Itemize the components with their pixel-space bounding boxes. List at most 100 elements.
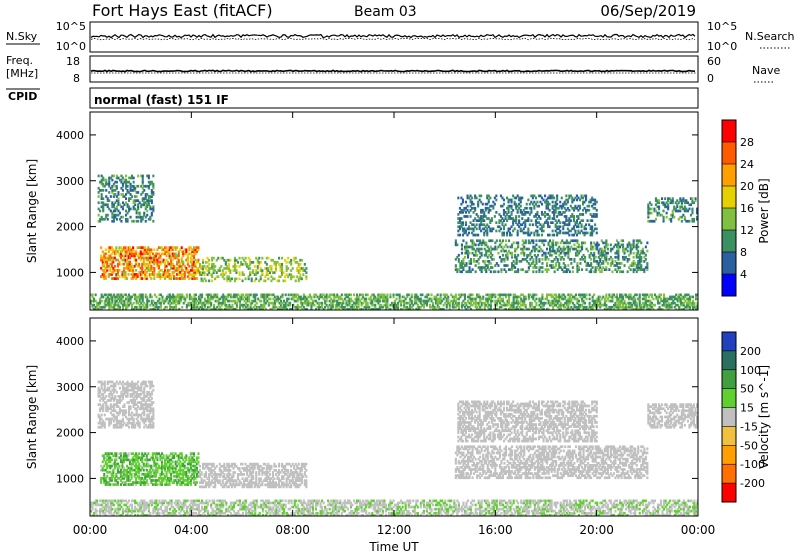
heatmap-cell <box>234 293 237 297</box>
heatmap-cell <box>563 221 566 224</box>
heatmap-cell <box>118 297 121 301</box>
heatmap-cell <box>284 293 287 297</box>
heatmap-cell <box>556 233 559 237</box>
station-title: Fort Hays East (fitACF) <box>92 1 273 20</box>
heatmap-cell <box>638 255 641 259</box>
heatmap-cell <box>512 297 515 301</box>
heatmap-cell <box>378 295 381 299</box>
heatmap-cell <box>479 297 482 301</box>
heatmap-cell <box>483 247 486 251</box>
heatmap-cell <box>488 307 491 310</box>
heatmap-cell <box>521 217 524 220</box>
heatmap-cell <box>667 197 670 200</box>
heatmap-cell <box>126 299 129 303</box>
heatmap-cell <box>183 277 186 280</box>
heatmap-cell <box>228 303 231 307</box>
heatmap-cell <box>196 305 199 309</box>
heatmap-cell <box>138 466 141 470</box>
heatmap-cell <box>148 260 151 264</box>
heatmap-cell <box>628 266 631 269</box>
heatmap-cell <box>643 305 646 309</box>
heatmap-cell <box>353 293 356 297</box>
heatmap-cell <box>242 305 245 309</box>
heatmap-cell <box>105 215 108 219</box>
heatmap-cell <box>589 225 592 229</box>
heatmap-cell <box>638 262 641 265</box>
heatmap-cell <box>113 277 116 280</box>
heatmap-cell <box>239 301 242 305</box>
heatmap-cell <box>129 297 132 301</box>
heatmap-cell <box>603 258 606 261</box>
heatmap-cell <box>688 295 691 299</box>
heatmap-cell <box>152 207 155 211</box>
heatmap-cell <box>287 293 290 297</box>
heatmap-cell <box>487 200 490 204</box>
heatmap-cell <box>164 275 167 278</box>
heatmap-cell <box>611 260 614 263</box>
heatmap-cell <box>549 249 552 253</box>
heatmap-cell <box>103 252 106 256</box>
heatmap-cell <box>175 299 178 303</box>
heatmap-cell <box>110 262 113 266</box>
heatmap-cell <box>550 241 553 245</box>
heatmap-cell <box>135 481 138 484</box>
heatmap-cell <box>623 258 626 261</box>
heatmap-cell <box>658 307 661 310</box>
heatmap-cell <box>189 273 192 276</box>
heatmap-cell <box>568 219 571 222</box>
heatmap-cell <box>121 193 124 196</box>
heatmap-cell <box>480 270 483 274</box>
heatmap-cell <box>571 206 574 210</box>
heatmap-cell <box>553 297 556 301</box>
heatmap-cell <box>237 297 240 301</box>
heatmap-cell <box>261 303 264 307</box>
heatmap-cell <box>594 206 597 210</box>
heatmap-cell <box>113 458 116 462</box>
heatmap-cell <box>150 211 153 215</box>
heatmap-cell <box>501 258 504 261</box>
heatmap-cell <box>127 264 130 268</box>
heatmap-cell <box>507 200 510 204</box>
heatmap-cell <box>152 186 155 190</box>
heatmap-cell <box>140 193 143 196</box>
heatmap-cell <box>222 301 225 305</box>
heatmap-cell <box>594 301 597 305</box>
heatmap-cell <box>602 260 605 263</box>
heatmap-cell <box>460 260 463 263</box>
heatmap-cell <box>469 204 472 208</box>
heatmap-cell <box>209 267 212 270</box>
heatmap-cell <box>383 293 386 297</box>
heatmap-cell <box>105 195 108 198</box>
heatmap-cell <box>297 279 300 283</box>
heatmap-cell <box>116 462 119 466</box>
heatmap-cell <box>515 258 518 261</box>
heatmap-cell <box>106 466 109 470</box>
heatmap-cell <box>311 299 314 303</box>
heatmap-cell <box>105 178 108 182</box>
heatmap-cell <box>328 307 331 310</box>
heatmap-cell <box>296 303 299 307</box>
heatmap-cell <box>643 255 646 259</box>
colorbar-tick-label: 16 <box>740 202 754 215</box>
heatmap-cell <box>595 215 598 218</box>
heatmap-cell <box>136 468 139 472</box>
heatmap-cell <box>498 213 501 216</box>
heatmap-cell <box>614 301 617 305</box>
heatmap-cell <box>599 258 602 261</box>
heatmap-cell <box>191 269 194 272</box>
heatmap-cell <box>557 225 560 229</box>
heatmap-cell <box>121 475 124 478</box>
heatmap-cell <box>135 462 138 466</box>
heatmap-cell <box>535 303 538 307</box>
heatmap-cell <box>121 201 124 205</box>
heatmap-cell <box>490 219 493 222</box>
heatmap-cell <box>615 251 618 255</box>
heatmap-cell <box>244 256 247 260</box>
heatmap-cell <box>587 249 590 253</box>
heatmap-cell <box>145 275 148 278</box>
heatmap-cell <box>518 221 521 224</box>
heatmap-cell <box>190 301 193 305</box>
heatmap-cell <box>469 208 472 212</box>
heatmap-cell <box>647 299 650 303</box>
heatmap-cell <box>687 299 690 303</box>
